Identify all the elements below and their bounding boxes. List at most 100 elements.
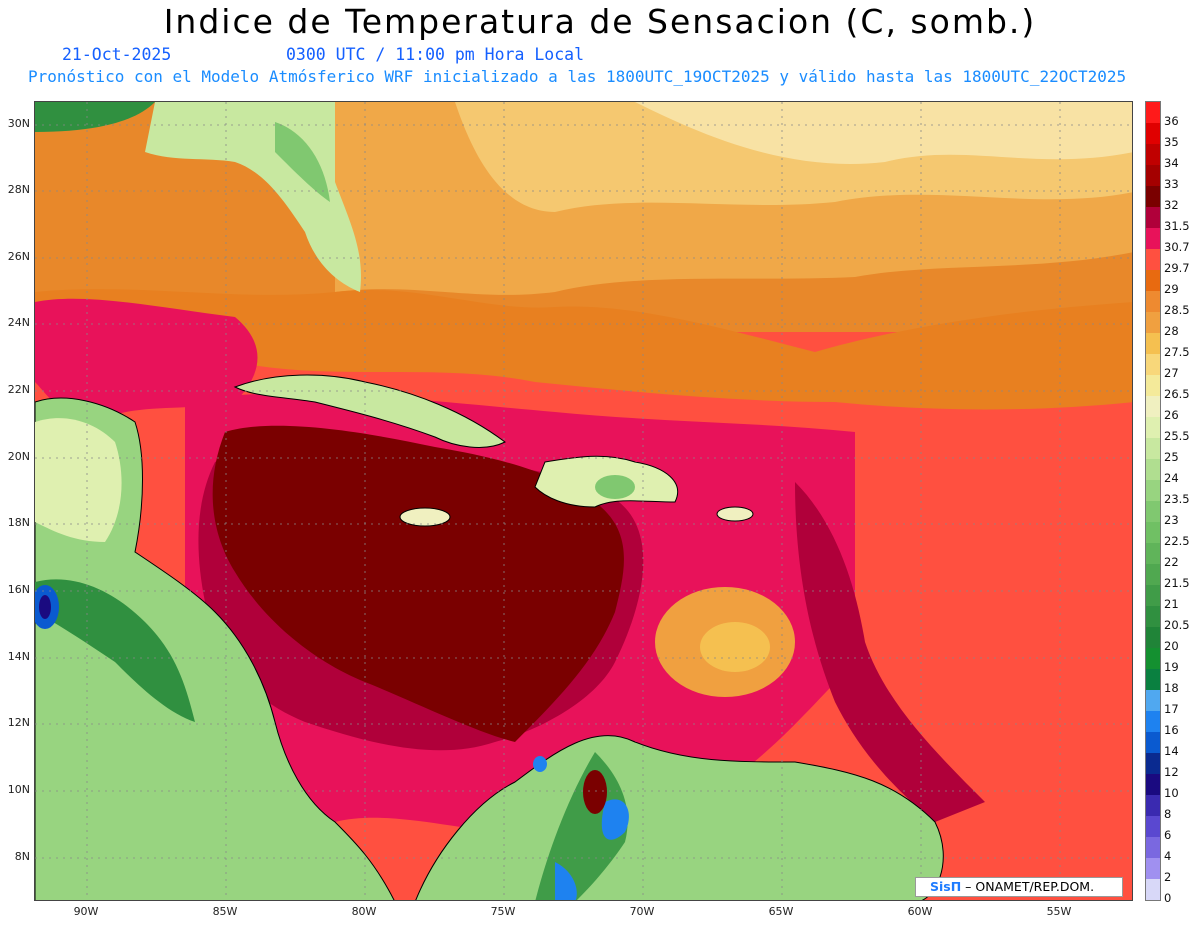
colorbar-label: 31.5 xyxy=(1164,218,1190,233)
colorbar-label: 14 xyxy=(1164,743,1179,758)
colorbar-swatch xyxy=(1146,312,1160,333)
colorbar-swatch xyxy=(1146,144,1160,165)
colorbar-swatch xyxy=(1146,774,1160,795)
colorbar-swatch xyxy=(1146,501,1160,522)
colorbar-swatch xyxy=(1146,732,1160,753)
colorbar-swatch xyxy=(1146,585,1160,606)
colorbar-label: 36 xyxy=(1164,113,1179,128)
colorbar-label: 19 xyxy=(1164,659,1179,674)
lon-label: 65W xyxy=(768,905,794,918)
colorbar-label: 17 xyxy=(1164,701,1179,716)
lon-label: 80W xyxy=(351,905,377,918)
colorbar-label: 25 xyxy=(1164,449,1179,464)
colorbar-swatch xyxy=(1146,354,1160,375)
colorbar-swatch xyxy=(1146,606,1160,627)
lon-label: 90W xyxy=(73,905,99,918)
colorbar-label: 25.5 xyxy=(1164,428,1190,443)
lon-label: 75W xyxy=(490,905,516,918)
colorbar-label: 8 xyxy=(1164,806,1172,821)
colorbar-label: 6 xyxy=(1164,827,1172,842)
colorbar-swatch xyxy=(1146,207,1160,228)
forecast-date: 21-Oct-2025 xyxy=(62,45,172,64)
colorbar-label: 20.5 xyxy=(1164,617,1190,632)
colorbar xyxy=(1145,101,1161,901)
colorbar-swatch xyxy=(1146,711,1160,732)
colorbar-swatch xyxy=(1146,522,1160,543)
colorbar-swatch xyxy=(1146,123,1160,144)
colorbar-label: 24 xyxy=(1164,470,1179,485)
colorbar-label: 29.7 xyxy=(1164,260,1190,275)
colorbar-label: 33 xyxy=(1164,176,1179,191)
colorbar-swatch xyxy=(1146,816,1160,837)
lat-label: 26N xyxy=(7,250,30,263)
lat-label: 18N xyxy=(7,516,30,529)
colorbar-swatch xyxy=(1146,753,1160,774)
colorbar-swatch xyxy=(1146,837,1160,858)
colorbar-label: 23.5 xyxy=(1164,491,1190,506)
lat-label: 16N xyxy=(7,583,30,596)
colorbar-label: 30.7 xyxy=(1164,239,1190,254)
sispi-logo: SisΠ xyxy=(930,879,962,894)
credit-box: SisΠ – ONAMET/REP.DOM. xyxy=(915,877,1123,897)
colorbar-label: 21 xyxy=(1164,596,1179,611)
colorbar-swatch xyxy=(1146,858,1160,879)
colorbar-label: 4 xyxy=(1164,848,1172,863)
colorbar-swatch xyxy=(1146,648,1160,669)
colorbar-swatch xyxy=(1146,795,1160,816)
colorbar-label: 2 xyxy=(1164,869,1172,884)
colorbar-swatch xyxy=(1146,564,1160,585)
lon-label: 55W xyxy=(1046,905,1072,918)
colorbar-label: 26.5 xyxy=(1164,386,1190,401)
colorbar-label: 27 xyxy=(1164,365,1179,380)
colorbar-label: 20 xyxy=(1164,638,1179,653)
colorbar-swatch xyxy=(1146,459,1160,480)
colorbar-label: 21.5 xyxy=(1164,575,1190,590)
colorbar-label: 28.5 xyxy=(1164,302,1190,317)
colorbar-swatch xyxy=(1146,879,1160,900)
colorbar-swatch xyxy=(1146,102,1160,123)
colorbar-swatch xyxy=(1146,543,1160,564)
colorbar-swatch xyxy=(1146,669,1160,690)
lat-label: 28N xyxy=(7,183,30,196)
colorbar-label: 12 xyxy=(1164,764,1179,779)
lon-label: 70W xyxy=(629,905,655,918)
lat-label: 10N xyxy=(7,783,30,796)
colorbar-label: 23 xyxy=(1164,512,1179,527)
colorbar-swatch xyxy=(1146,417,1160,438)
colorbar-swatch xyxy=(1146,480,1160,501)
colorbar-swatch xyxy=(1146,186,1160,207)
colorbar-label: 32 xyxy=(1164,197,1179,212)
colorbar-label: 22.5 xyxy=(1164,533,1190,548)
colorbar-label: 16 xyxy=(1164,722,1179,737)
map-title: Indice de Temperatura de Sensacion (C, s… xyxy=(163,2,1037,41)
colorbar-swatch xyxy=(1146,165,1160,186)
colorbar-swatch xyxy=(1146,396,1160,417)
colorbar-swatch xyxy=(1146,627,1160,648)
colorbar-swatch xyxy=(1146,270,1160,291)
lat-label: 20N xyxy=(7,450,30,463)
lat-label: 22N xyxy=(7,383,30,396)
colorbar-label: 18 xyxy=(1164,680,1179,695)
heat-index-map[interactable] xyxy=(34,101,1133,901)
lat-label: 24N xyxy=(7,316,30,329)
valid-time: 0300 UTC / 11:00 pm Hora Local xyxy=(286,45,585,64)
credit-text: – ONAMET/REP.DOM. xyxy=(961,879,1095,894)
colorbar-label: 28 xyxy=(1164,323,1179,338)
lat-label: 12N xyxy=(7,716,30,729)
colorbar-swatch xyxy=(1146,249,1160,270)
colorbar-label: 29 xyxy=(1164,281,1179,296)
colorbar-swatch xyxy=(1146,333,1160,354)
lat-label: 8N xyxy=(14,850,30,863)
colorbar-label: 27.5 xyxy=(1164,344,1190,359)
colorbar-swatch xyxy=(1146,690,1160,711)
model-run-info: Pronóstico con el Modelo Atmósferico WRF… xyxy=(28,67,1127,86)
colorbar-swatch xyxy=(1146,291,1160,312)
colorbar-swatch xyxy=(1146,375,1160,396)
colorbar-label: 10 xyxy=(1164,785,1179,800)
colorbar-swatch xyxy=(1146,228,1160,249)
colorbar-label: 35 xyxy=(1164,134,1179,149)
colorbar-label: 34 xyxy=(1164,155,1179,170)
lon-label: 60W xyxy=(907,905,933,918)
colorbar-label: 0 xyxy=(1164,890,1172,905)
colorbar-swatch xyxy=(1146,438,1160,459)
